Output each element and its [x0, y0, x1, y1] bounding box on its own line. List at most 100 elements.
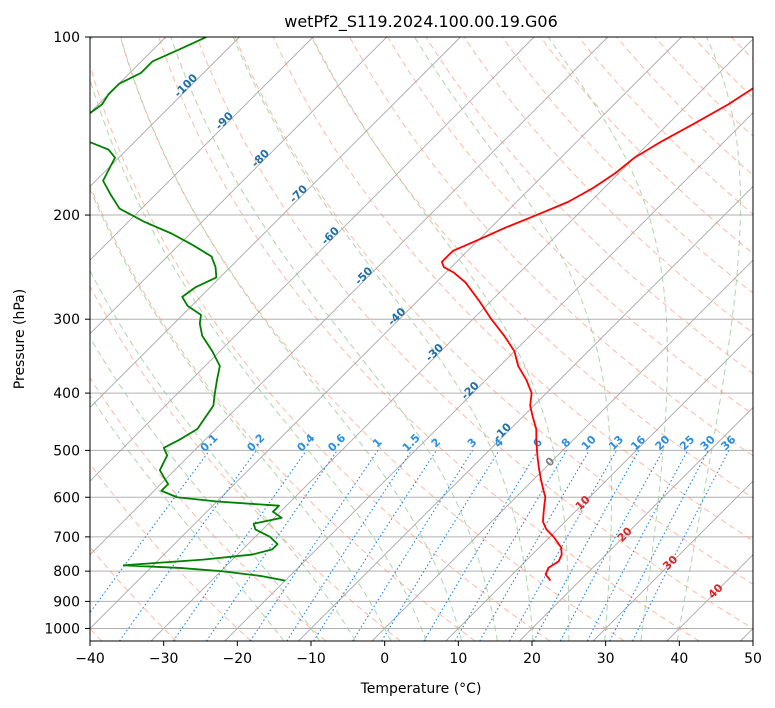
y-tick-label: 200	[53, 208, 80, 224]
isotherm-label: -90	[213, 109, 236, 132]
mixing-ratio-label: 1.5	[400, 431, 423, 454]
moist-adiabat	[170, 37, 498, 641]
mixing-ratio-line	[313, 450, 437, 641]
moist-adiabat	[90, 37, 392, 641]
mixing-ratio-line	[286, 450, 413, 641]
isotherm-label: -70	[287, 182, 310, 205]
isotherm-label: -30	[423, 341, 446, 364]
isotherm-label: -40	[385, 305, 408, 328]
dry-adiabat	[272, 37, 753, 542]
dry-adiabat	[310, 37, 753, 499]
dry-adiabat	[90, 376, 327, 641]
moist-adiabat	[90, 37, 285, 641]
isotherm-line	[740, 627, 753, 641]
isotherm-label: -50	[352, 264, 375, 287]
mixing-ratio-line	[205, 450, 338, 641]
mixing-ratio-label: 0.4	[294, 431, 317, 454]
y-tick-label: 400	[53, 386, 80, 402]
isotherm-line	[90, 37, 388, 335]
dry-adiabat	[769, 37, 775, 641]
dry-adiabat	[90, 184, 476, 641]
mixing-ratio-line	[586, 450, 689, 641]
background-lines	[90, 37, 775, 641]
y-tick-label: 100	[53, 30, 80, 46]
isotherm-line	[592, 480, 753, 641]
dry-adiabat	[234, 37, 753, 585]
x-tick-label: 30	[597, 651, 615, 667]
moist-adiabat	[311, 37, 570, 641]
dry-adiabat	[501, 37, 753, 294]
x-tick-label: 0	[380, 651, 389, 667]
mixing-ratio-line	[381, 450, 500, 641]
dry-adiabat	[90, 63, 551, 641]
isotherm-line	[445, 333, 753, 641]
mixing-ratio-label: 20	[653, 433, 673, 453]
x-tick-label: −30	[149, 651, 179, 667]
dry-adiabat	[616, 37, 753, 176]
mixing-ratio-line	[119, 450, 257, 641]
mixing-ratio-line	[509, 450, 618, 641]
plot-frame	[89, 36, 754, 642]
x-axis-label: Temperature (°C)	[360, 681, 482, 697]
isotherm-label: -60	[319, 224, 342, 247]
y-axis-label: Pressure (hPa)	[12, 289, 28, 389]
y-tick-label: 300	[53, 312, 80, 328]
dewpoint-profile	[90, 37, 286, 582]
isotherm-label: 40	[706, 581, 726, 601]
y-tick-label: 500	[53, 443, 80, 459]
isotherm-line	[150, 38, 753, 641]
x-tick-label: 20	[523, 651, 541, 667]
mixing-ratio-line	[90, 450, 211, 614]
temperature-profile	[440, 87, 753, 582]
x-tick-label: −20	[223, 651, 253, 667]
moist-adiabat	[232, 37, 534, 641]
isotherm-line	[666, 554, 753, 641]
moist-adiabat	[547, 37, 668, 641]
y-tick-label: 800	[53, 564, 80, 580]
moist-adiabat	[90, 37, 356, 641]
isotherm-label: -80	[249, 147, 272, 170]
isotherm-line	[90, 37, 609, 556]
mixing-ratio-line	[454, 450, 568, 641]
dry-adiabat	[90, 463, 252, 641]
isotherm-line	[90, 37, 682, 630]
isotherm-line	[224, 112, 753, 641]
dry-adiabat	[463, 37, 753, 334]
isotherm-label: -100	[172, 71, 201, 100]
x-tick-label: 50	[744, 651, 762, 667]
mixing-ratio-line	[423, 450, 539, 641]
dry-adiabat	[196, 37, 753, 630]
x-tick-label: −40	[75, 651, 105, 667]
moist-adiabat	[676, 37, 741, 641]
isotherm-line	[90, 37, 461, 409]
mixing-ratio-label: 3	[465, 436, 480, 451]
isotherm-line	[519, 406, 753, 641]
dry-adiabat	[654, 37, 753, 137]
mixing-ratio-label: 8	[559, 436, 574, 451]
mixing-ratio-line	[172, 450, 307, 641]
y-tick-label: 900	[53, 594, 80, 610]
y-tick-label: 600	[53, 490, 80, 506]
mixing-ratio-line	[352, 450, 474, 641]
dry-adiabat	[692, 37, 753, 99]
isotherm-line	[90, 37, 314, 261]
profiles	[90, 37, 753, 582]
dry-adiabat	[387, 37, 753, 416]
isotherm-label: 10	[573, 493, 593, 513]
y-tick-label: 700	[53, 530, 80, 546]
moist-adiabat	[414, 37, 613, 641]
x-tick-label: 10	[449, 651, 467, 667]
isotherm-line	[371, 259, 753, 641]
dry-adiabat	[539, 37, 753, 255]
mixing-ratio-label: 10	[579, 433, 599, 453]
isotherm-label: 20	[615, 524, 635, 544]
moist-adiabat	[90, 37, 427, 641]
mixing-ratio-label: 1	[370, 436, 385, 451]
isotherm-label: 0	[543, 454, 558, 469]
isotherm-label: 30	[660, 553, 680, 573]
line-labels: -100-90-80-70-60-50-40-30-20-100.1 0.2 0.4…	[172, 71, 739, 601]
mixing-ratio-line	[559, 450, 664, 641]
x-tick-label: −10	[296, 651, 326, 667]
chart-title: wetPf2_S119.2024.100.00.19.G06	[284, 12, 558, 32]
